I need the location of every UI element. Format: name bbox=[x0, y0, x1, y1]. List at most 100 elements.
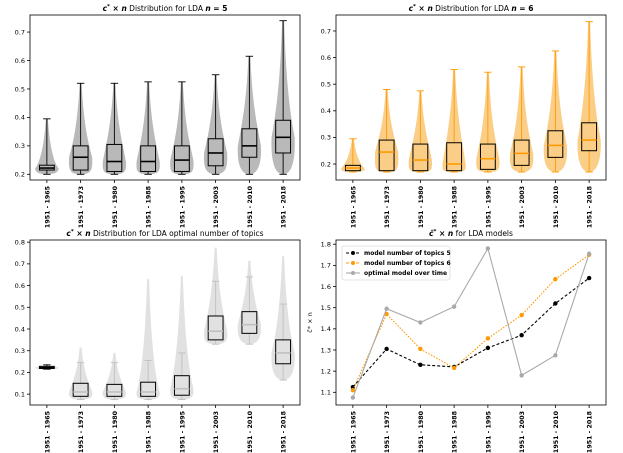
x-tick-label: 1951 - 2018 bbox=[281, 411, 288, 453]
y-tick-label: 1.1 bbox=[321, 389, 331, 397]
chart-panel-2: c* × n Distribution for LDA n = 6 0.2 0.3 0… bbox=[321, 4, 607, 228]
chart-title-part: n bbox=[448, 229, 453, 238]
y-tick-label: 1.8 bbox=[321, 241, 331, 249]
x-tick-label: 1951 - 1988 bbox=[452, 411, 459, 453]
x-tick-label: 1951 - 1988 bbox=[452, 186, 459, 228]
y-tick-label: 0.7 bbox=[15, 260, 25, 268]
series-point bbox=[485, 246, 491, 251]
box bbox=[106, 143, 123, 172]
x-tick-label: 1951 - 2003 bbox=[213, 186, 220, 228]
axes-frame bbox=[29, 14, 301, 181]
x-tick-label: 1951 - 1988 bbox=[146, 411, 153, 453]
chart-title-part: for LDA models bbox=[453, 229, 513, 238]
x-tick-label: 1951 - 1988 bbox=[146, 186, 153, 228]
y-tick-label: 0.3 bbox=[15, 347, 25, 355]
violin-shape bbox=[136, 279, 160, 400]
box bbox=[581, 122, 598, 152]
y-tick-label: 0.6 bbox=[321, 54, 331, 62]
x-tick-label: 1951 - 1973 bbox=[78, 411, 85, 453]
series-point bbox=[451, 365, 457, 371]
series-point bbox=[553, 353, 558, 358]
chart-title-part: n bbox=[511, 4, 516, 13]
chart-title-part: × bbox=[74, 229, 86, 238]
legend-swatch-marker bbox=[351, 261, 355, 265]
axes-frame bbox=[29, 239, 301, 406]
chart-title-part: × bbox=[416, 4, 428, 13]
x-tick-label: 1951 - 2018 bbox=[587, 411, 594, 453]
series-point bbox=[384, 306, 389, 311]
y-tick-label: 0.1 bbox=[15, 390, 25, 398]
y-tick-label: 0.7 bbox=[15, 28, 25, 36]
series-point bbox=[451, 304, 457, 309]
x-tick-label: 1951 - 2003 bbox=[519, 186, 526, 228]
box bbox=[173, 375, 190, 396]
chart-title-part: * bbox=[107, 4, 110, 10]
chart-title-part: * bbox=[434, 229, 437, 235]
series-line bbox=[352, 247, 590, 398]
x-tick-label: 1951 - 1973 bbox=[384, 186, 391, 228]
series-point bbox=[418, 362, 423, 368]
chart-title-part: Distribution for LDA bbox=[127, 4, 206, 13]
box bbox=[106, 383, 123, 397]
y-tick-label: 0.4 bbox=[15, 325, 25, 333]
series-point bbox=[418, 346, 423, 352]
box bbox=[479, 143, 496, 170]
y-tick-label: 1.2 bbox=[321, 367, 331, 375]
y-tick-label: 1.7 bbox=[321, 262, 331, 270]
legend-swatch-marker bbox=[351, 271, 355, 275]
axes-frame bbox=[335, 14, 607, 181]
x-tick-label: 1951 - 2010 bbox=[553, 185, 560, 228]
x-tick-label: 1951 - 1965 bbox=[350, 186, 357, 228]
x-tick-label: 1951 - 1980 bbox=[112, 185, 119, 228]
chart-title-part: c̄ bbox=[429, 229, 434, 238]
series-point bbox=[384, 346, 389, 352]
y-tick-label: 0.4 bbox=[15, 114, 25, 122]
x-tick-label: 1951 - 1965 bbox=[44, 186, 51, 228]
legend-box bbox=[341, 245, 451, 281]
box bbox=[412, 143, 429, 172]
y-tick-label: 1.6 bbox=[321, 283, 331, 291]
series-point bbox=[485, 336, 491, 341]
chart-title-part: × bbox=[110, 4, 122, 13]
chart-panel-3: c* × n Distribution for LDA optimal numb… bbox=[15, 229, 301, 453]
y-tick-label: 0.2 bbox=[321, 160, 331, 168]
series-point bbox=[586, 251, 592, 256]
chart-title-part: c bbox=[66, 229, 71, 238]
chart-title: c* × n Distribution for LDA n = 5 bbox=[103, 4, 228, 13]
legend-swatch-marker bbox=[351, 251, 355, 255]
legend-label: model number of topics 5 bbox=[364, 250, 451, 257]
box bbox=[241, 311, 258, 334]
x-tick-label: 1951 - 2010 bbox=[553, 410, 560, 453]
x-tick-label: 1951 - 1995 bbox=[485, 411, 492, 453]
series-point bbox=[586, 275, 592, 281]
box bbox=[547, 130, 564, 158]
chart-panel-4: c̄* × n for LDA models 1.1 1.2 1.3 1.4 1.5 1.6… bbox=[306, 229, 607, 453]
x-tick-label: 1951 - 1973 bbox=[384, 411, 391, 453]
y-tick-label: 1.4 bbox=[321, 325, 331, 333]
x-tick-label: 1951 - 1995 bbox=[179, 186, 186, 228]
series-point bbox=[350, 384, 356, 390]
chart-title-part: = 6 bbox=[517, 4, 534, 13]
series-point bbox=[519, 373, 524, 378]
series-point bbox=[553, 276, 558, 282]
chart-title: c* × n Distribution for LDA n = 6 bbox=[409, 4, 534, 13]
series-point bbox=[350, 395, 356, 400]
box bbox=[378, 139, 395, 172]
chart-title-part: * bbox=[413, 4, 416, 10]
box bbox=[140, 381, 157, 397]
box bbox=[173, 145, 190, 172]
y-tick-label: 0.3 bbox=[321, 134, 331, 142]
y-tick-label: 1.3 bbox=[321, 346, 331, 354]
series-point bbox=[553, 301, 558, 306]
y-tick-label: 0.5 bbox=[15, 304, 25, 312]
x-tick-label: 1951 - 1973 bbox=[78, 186, 85, 228]
box bbox=[275, 339, 292, 365]
x-tick-label: 1951 - 2018 bbox=[281, 186, 288, 228]
y-tick-label: 1.5 bbox=[321, 304, 331, 312]
y-tick-label: 0.4 bbox=[321, 107, 331, 115]
chart-title-part: Distribution for LDA optimal number of t… bbox=[91, 229, 264, 238]
chart-title: c̄* × n for LDA models bbox=[429, 229, 513, 238]
x-tick-label: 1951 - 1980 bbox=[418, 410, 425, 453]
x-tick-label: 1951 - 1965 bbox=[44, 411, 51, 453]
